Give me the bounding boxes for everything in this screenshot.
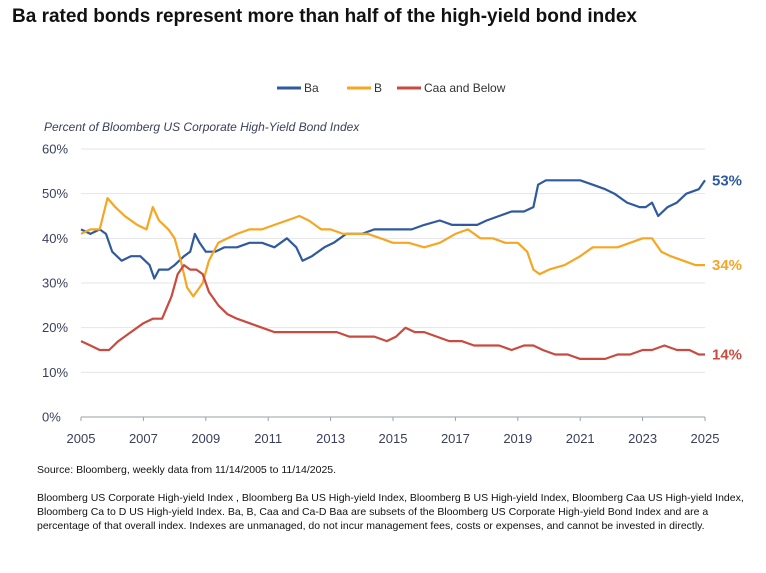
chart: Ba B Caa and Below Percent of Bloomberg US… [42, 81, 742, 446]
x-tick-label: 2019 [503, 431, 532, 446]
x-tick-label: 2021 [566, 431, 595, 446]
series-line-ba [80, 179, 706, 280]
end-label-caa-and-below: 14% [712, 346, 742, 363]
end-labels: 53% 34% 14% [712, 172, 742, 363]
x-tick-label: 2005 [67, 431, 96, 446]
y-tick-label: 30% [42, 276, 68, 291]
y-tick-label: 60% [42, 142, 68, 157]
x-tick-label: 2009 [191, 431, 220, 446]
x-tick-label: 2023 [628, 431, 657, 446]
y-tick-label: 20% [42, 320, 68, 335]
x-axis-ticks: 2005 2007 2009 2011 2013 2015 2017 2019 2021 2023… [67, 417, 720, 446]
y-tick-label: 0% [42, 410, 61, 425]
y-axis-ticks: 0% 10% 20% 30% 40% 50% 60% [42, 142, 68, 425]
series-line-caa-and-below [80, 264, 705, 360]
end-label-b: 34% [712, 257, 742, 274]
source-note: Source: Bloomberg, weekly data from 11/1… [37, 464, 337, 476]
chart-title: Ba rated bonds represent more than half … [12, 6, 637, 27]
legend-label: B [374, 81, 382, 95]
legend-label: Caa and Below [424, 81, 506, 95]
x-tick-label: 2007 [129, 431, 158, 446]
x-tick-label: 2013 [316, 431, 345, 446]
y-tick-label: 50% [42, 186, 68, 201]
x-tick-label: 2025 [691, 431, 720, 446]
y-axis-title: Percent of Bloomberg US Corporate High-Y… [44, 120, 360, 134]
footnote: Bloomberg US Corporate High-yield Index … [37, 492, 744, 532]
y-tick-label: 10% [42, 365, 68, 380]
y-tick-label: 40% [42, 231, 68, 246]
x-tick-label: 2017 [441, 431, 470, 446]
series-lines [80, 179, 706, 360]
x-tick-label: 2011 [254, 431, 282, 446]
series-line-b [80, 197, 705, 298]
x-tick-label: 2015 [379, 431, 408, 446]
end-label-ba: 53% [712, 172, 742, 189]
legend-label: Ba [304, 81, 319, 95]
legend: Ba B Caa and Below [277, 81, 506, 95]
